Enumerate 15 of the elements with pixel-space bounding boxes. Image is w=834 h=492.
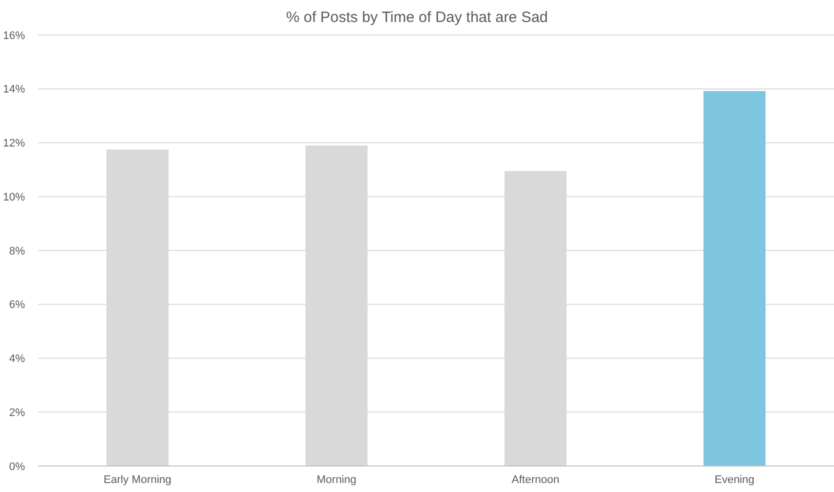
- chart-title: % of Posts by Time of Day that are Sad: [286, 9, 548, 26]
- y-tick-label: 0%: [9, 460, 26, 473]
- y-tick-label: 16%: [2, 30, 26, 42]
- y-tick-label: 14%: [2, 84, 26, 96]
- x-tick-label: Early Morning: [104, 474, 172, 486]
- y-tick-label: 4%: [9, 353, 26, 366]
- y-tick-label: 6%: [9, 299, 26, 312]
- x-tick-label: Afternoon: [512, 474, 560, 486]
- y-tick-label: 12%: [2, 138, 26, 150]
- y-tick-label: 10%: [2, 191, 26, 204]
- y-tick-label: 8%: [9, 245, 26, 258]
- bar: [703, 91, 766, 466]
- x-tick-label: Evening: [714, 474, 754, 486]
- y-tick-label: 2%: [9, 406, 26, 419]
- x-tick-label: Morning: [316, 474, 356, 486]
